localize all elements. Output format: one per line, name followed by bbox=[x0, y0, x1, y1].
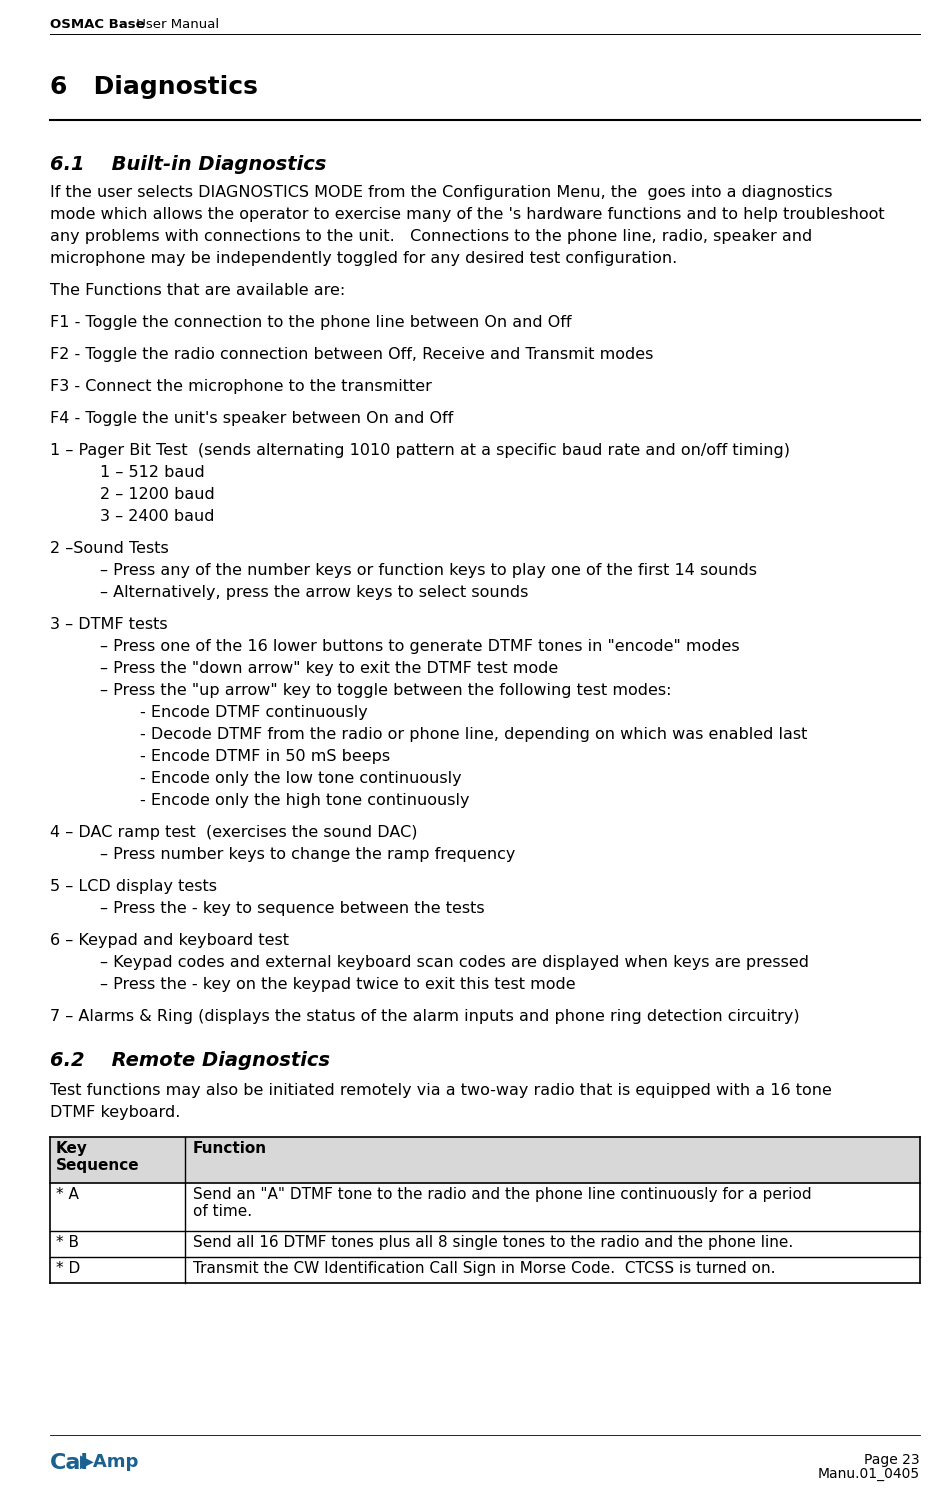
Text: - Encode only the low tone continuously: - Encode only the low tone continuously bbox=[140, 771, 461, 786]
Text: 2 –Sound Tests: 2 –Sound Tests bbox=[50, 542, 169, 557]
Text: - Encode DTMF in 50 mS beeps: - Encode DTMF in 50 mS beeps bbox=[140, 749, 389, 764]
Text: F4 - Toggle the unit's speaker between On and Off: F4 - Toggle the unit's speaker between O… bbox=[50, 410, 453, 427]
Text: 6   Diagnostics: 6 Diagnostics bbox=[50, 75, 258, 98]
Text: – Press one of the 16 lower buttons to generate DTMF tones in "encode" modes: – Press one of the 16 lower buttons to g… bbox=[100, 639, 739, 653]
Text: OSMAC Base: OSMAC Base bbox=[50, 18, 145, 31]
Text: – Press the - key on the keypad twice to exit this test mode: – Press the - key on the keypad twice to… bbox=[100, 977, 575, 992]
Text: Send an "A" DTMF tone to the radio and the phone line continuously for a period
: Send an "A" DTMF tone to the radio and t… bbox=[193, 1188, 811, 1219]
Text: – Press the - key to sequence between the tests: – Press the - key to sequence between th… bbox=[100, 901, 485, 916]
Text: – Keypad codes and external keyboard scan codes are displayed when keys are pres: – Keypad codes and external keyboard sca… bbox=[100, 955, 808, 970]
Text: 7 – Alarms & Ring (displays the status of the alarm inputs and phone ring detect: 7 – Alarms & Ring (displays the status o… bbox=[50, 1009, 799, 1024]
Text: Cal: Cal bbox=[50, 1453, 89, 1473]
Text: F3 - Connect the microphone to the transmitter: F3 - Connect the microphone to the trans… bbox=[50, 379, 431, 394]
Text: If the user selects DIAGNOSTICS MODE from the Configuration Menu, the  goes into: If the user selects DIAGNOSTICS MODE fro… bbox=[50, 185, 832, 200]
Text: Transmit the CW Identification Call Sign in Morse Code.  CTCSS is turned on.: Transmit the CW Identification Call Sign… bbox=[193, 1261, 775, 1276]
Text: 1 – 512 baud: 1 – 512 baud bbox=[100, 466, 205, 480]
Text: Function: Function bbox=[193, 1141, 267, 1156]
Text: - Decode DTMF from the radio or phone line, depending on which was enabled last: - Decode DTMF from the radio or phone li… bbox=[140, 727, 806, 742]
Text: 2 – 1200 baud: 2 – 1200 baud bbox=[100, 486, 214, 501]
Text: Manu.01_0405: Manu.01_0405 bbox=[817, 1467, 919, 1482]
Text: F2 - Toggle the radio connection between Off, Receive and Transmit modes: F2 - Toggle the radio connection between… bbox=[50, 348, 653, 363]
Text: 6.2    Remote Diagnostics: 6.2 Remote Diagnostics bbox=[50, 1050, 329, 1070]
Text: 1 – Pager Bit Test  (sends alternating 1010 pattern at a specific baud rate and : 1 – Pager Bit Test (sends alternating 10… bbox=[50, 443, 789, 458]
Text: Test functions may also be initiated remotely via a two-way radio that is equipp: Test functions may also be initiated rem… bbox=[50, 1083, 831, 1098]
Text: – Press number keys to change the ramp frequency: – Press number keys to change the ramp f… bbox=[100, 847, 515, 862]
Text: Send all 16 DTMF tones plus all 8 single tones to the radio and the phone line.: Send all 16 DTMF tones plus all 8 single… bbox=[193, 1235, 792, 1250]
Text: * B: * B bbox=[56, 1235, 79, 1250]
Text: 6 – Keypad and keyboard test: 6 – Keypad and keyboard test bbox=[50, 932, 288, 947]
Text: F1 - Toggle the connection to the phone line between On and Off: F1 - Toggle the connection to the phone … bbox=[50, 315, 571, 330]
Text: DTMF keyboard.: DTMF keyboard. bbox=[50, 1106, 180, 1120]
Text: 6.1    Built-in Diagnostics: 6.1 Built-in Diagnostics bbox=[50, 155, 326, 175]
Text: - Encode DTMF continuously: - Encode DTMF continuously bbox=[140, 706, 367, 721]
Text: Page 23: Page 23 bbox=[863, 1453, 919, 1467]
Text: User Manual: User Manual bbox=[132, 18, 219, 31]
Text: * D: * D bbox=[56, 1261, 80, 1276]
Text: 3 – DTMF tests: 3 – DTMF tests bbox=[50, 618, 168, 633]
Text: 4 – DAC ramp test  (exercises the sound DAC): 4 – DAC ramp test (exercises the sound D… bbox=[50, 825, 417, 840]
Text: any problems with connections to the unit.   Connections to the phone line, radi: any problems with connections to the uni… bbox=[50, 228, 811, 245]
Text: microphone may be independently toggled for any desired test configuration.: microphone may be independently toggled … bbox=[50, 251, 677, 266]
Text: – Press the "up arrow" key to toggle between the following test modes:: – Press the "up arrow" key to toggle bet… bbox=[100, 683, 671, 698]
Text: mode which allows the operator to exercise many of the 's hardware functions and: mode which allows the operator to exerci… bbox=[50, 207, 883, 222]
Text: – Press any of the number keys or function keys to play one of the first 14 soun: – Press any of the number keys or functi… bbox=[100, 562, 756, 577]
Text: The Functions that are available are:: The Functions that are available are: bbox=[50, 283, 345, 298]
Text: 3 – 2400 baud: 3 – 2400 baud bbox=[100, 509, 214, 524]
Text: – Press the "down arrow" key to exit the DTMF test mode: – Press the "down arrow" key to exit the… bbox=[100, 661, 558, 676]
FancyBboxPatch shape bbox=[50, 1137, 919, 1183]
Text: - Encode only the high tone continuously: - Encode only the high tone continuously bbox=[140, 794, 469, 809]
Text: ▶Amp: ▶Amp bbox=[80, 1453, 139, 1471]
Text: 5 – LCD display tests: 5 – LCD display tests bbox=[50, 879, 217, 894]
Text: Key
Sequence: Key Sequence bbox=[56, 1141, 140, 1173]
Text: – Alternatively, press the arrow keys to select sounds: – Alternatively, press the arrow keys to… bbox=[100, 585, 527, 600]
Text: * A: * A bbox=[56, 1188, 79, 1203]
